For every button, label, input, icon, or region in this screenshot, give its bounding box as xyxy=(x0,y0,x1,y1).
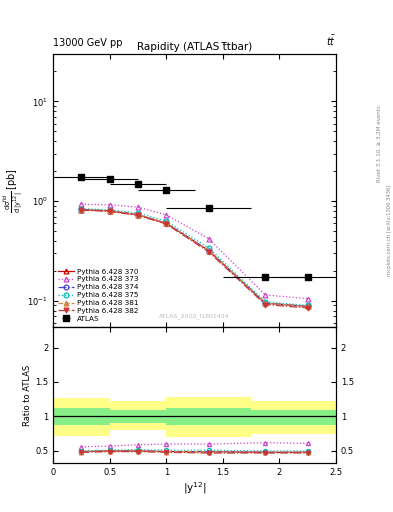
Line: Pythia 6.428 382: Pythia 6.428 382 xyxy=(79,208,310,310)
Pythia 6.428 370 xyxy=(79,207,84,213)
Pythia 6.428 382 xyxy=(305,305,310,311)
Pythia 6.428 381 xyxy=(107,208,112,214)
Pythia 6.428 381 xyxy=(206,247,211,253)
Text: Rivet 3.1.10, ≥ 3.2M events: Rivet 3.1.10, ≥ 3.2M events xyxy=(377,105,382,182)
Pythia 6.428 375 xyxy=(206,245,211,251)
Pythia 6.428 374 xyxy=(305,304,310,310)
Text: $t\bar{t}$: $t\bar{t}$ xyxy=(326,34,336,48)
Pythia 6.428 382 xyxy=(136,212,140,219)
Pythia 6.428 370 xyxy=(136,211,140,218)
Pythia 6.428 374 xyxy=(164,220,169,226)
Pythia 6.428 375 xyxy=(79,206,84,212)
Pythia 6.428 373 xyxy=(107,202,112,208)
Line: Pythia 6.428 375: Pythia 6.428 375 xyxy=(79,206,310,308)
Line: Pythia 6.428 370: Pythia 6.428 370 xyxy=(79,207,310,309)
Pythia 6.428 370 xyxy=(206,247,211,253)
Pythia 6.428 375 xyxy=(136,210,140,216)
Pythia 6.428 373 xyxy=(206,236,211,242)
Text: 13000 GeV pp: 13000 GeV pp xyxy=(53,38,123,48)
Pythia 6.428 374 xyxy=(79,207,84,213)
Pythia 6.428 381 xyxy=(164,220,169,226)
Pythia 6.428 382 xyxy=(79,207,84,214)
Pythia 6.428 381 xyxy=(305,304,310,310)
Pythia 6.428 370 xyxy=(107,208,112,214)
Pythia 6.428 375 xyxy=(263,298,268,305)
Pythia 6.428 374 xyxy=(263,300,268,306)
Line: Pythia 6.428 374: Pythia 6.428 374 xyxy=(79,207,310,309)
Pythia 6.428 381 xyxy=(79,207,84,213)
Pythia 6.428 373 xyxy=(263,292,268,298)
Pythia 6.428 374 xyxy=(107,208,112,214)
Pythia 6.428 375 xyxy=(164,218,169,224)
Line: Pythia 6.428 373: Pythia 6.428 373 xyxy=(79,202,310,301)
Legend: Pythia 6.428 370, Pythia 6.428 373, Pythia 6.428 374, Pythia 6.428 375, Pythia 6: Pythia 6.428 370, Pythia 6.428 373, Pyth… xyxy=(57,267,140,323)
Pythia 6.428 375 xyxy=(305,303,310,309)
Pythia 6.428 382 xyxy=(164,221,169,227)
X-axis label: $|y^{12}|$: $|y^{12}|$ xyxy=(183,480,206,496)
Pythia 6.428 373 xyxy=(164,211,169,218)
Pythia 6.428 373 xyxy=(305,296,310,302)
Title: Rapidity (ATLAS t̅tbar): Rapidity (ATLAS t̅tbar) xyxy=(137,41,252,52)
Pythia 6.428 373 xyxy=(79,201,84,207)
Text: ATLAS_2020_I1801434: ATLAS_2020_I1801434 xyxy=(159,313,230,318)
Pythia 6.428 381 xyxy=(263,300,268,306)
Y-axis label: Ratio to ATLAS: Ratio to ATLAS xyxy=(23,365,32,425)
Pythia 6.428 370 xyxy=(164,220,169,226)
Pythia 6.428 373 xyxy=(136,204,140,210)
Pythia 6.428 374 xyxy=(136,211,140,218)
Pythia 6.428 370 xyxy=(305,304,310,310)
Pythia 6.428 382 xyxy=(107,208,112,215)
Pythia 6.428 375 xyxy=(107,207,112,213)
Pythia 6.428 370 xyxy=(263,300,268,306)
Text: mcplots.cern.ch [arXiv:1306.3436]: mcplots.cern.ch [arXiv:1306.3436] xyxy=(387,185,391,276)
Pythia 6.428 382 xyxy=(206,249,211,255)
Pythia 6.428 374 xyxy=(206,247,211,253)
Line: Pythia 6.428 381: Pythia 6.428 381 xyxy=(79,207,310,309)
Pythia 6.428 382 xyxy=(263,302,268,308)
Pythia 6.428 381 xyxy=(136,211,140,218)
Y-axis label: $\frac{d\sigma^{fid}}{d\,|y^{12}|}\,[pb]$: $\frac{d\sigma^{fid}}{d\,|y^{12}|}\,[pb]… xyxy=(2,168,25,212)
